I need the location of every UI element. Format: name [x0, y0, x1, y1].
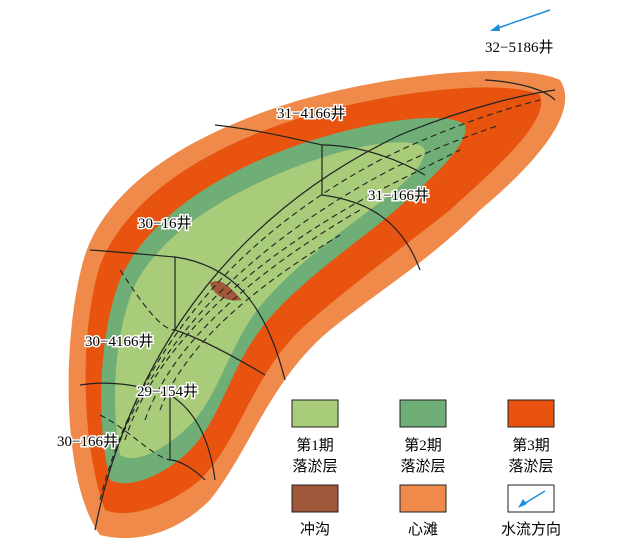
legend-label: 水流方向: [501, 521, 561, 538]
legend-arrow-head: [518, 499, 527, 508]
legend-label: 第2期: [404, 436, 442, 454]
well-label: 31−4166井: [277, 105, 345, 122]
legend-label: 落淤层: [292, 458, 337, 475]
flow-arrow-head: [490, 24, 500, 31]
well-label: 29−154井: [137, 383, 198, 400]
well-label: 30−16井: [138, 215, 191, 232]
legend-label: 心滩: [408, 521, 438, 538]
legend-label: 落淤层: [508, 458, 553, 475]
legend-swatch: [399, 484, 447, 513]
well-label: 31−166井: [368, 187, 429, 204]
legend-swatch: [399, 399, 447, 428]
legend-swatch: [291, 399, 339, 428]
well-label: 30−4166井: [85, 333, 153, 350]
well-labels: 32−5186井 31−4166井 31−166井 30−16井 30−4166…: [56, 39, 554, 452]
legend-swatch: [507, 484, 555, 513]
section-lines: [79, 79, 556, 531]
legend-swatch: [291, 484, 339, 513]
legend-label: 落淤层: [400, 458, 445, 475]
flow-arrow: [494, 9, 551, 30]
legend-label: 第3期: [512, 436, 550, 454]
legend-label: 冲沟: [300, 521, 330, 538]
legend-swatch: [507, 399, 555, 428]
well-label: 32−5186井: [485, 39, 553, 56]
bar-shape: [68, 70, 566, 539]
well-label: 30−166井: [57, 433, 118, 450]
legend-label: 第1期: [296, 436, 334, 454]
legend: 第1期 落淤层 第2期 落淤层 第3期 落淤层 冲沟 心滩 水流方向: [291, 399, 561, 538]
